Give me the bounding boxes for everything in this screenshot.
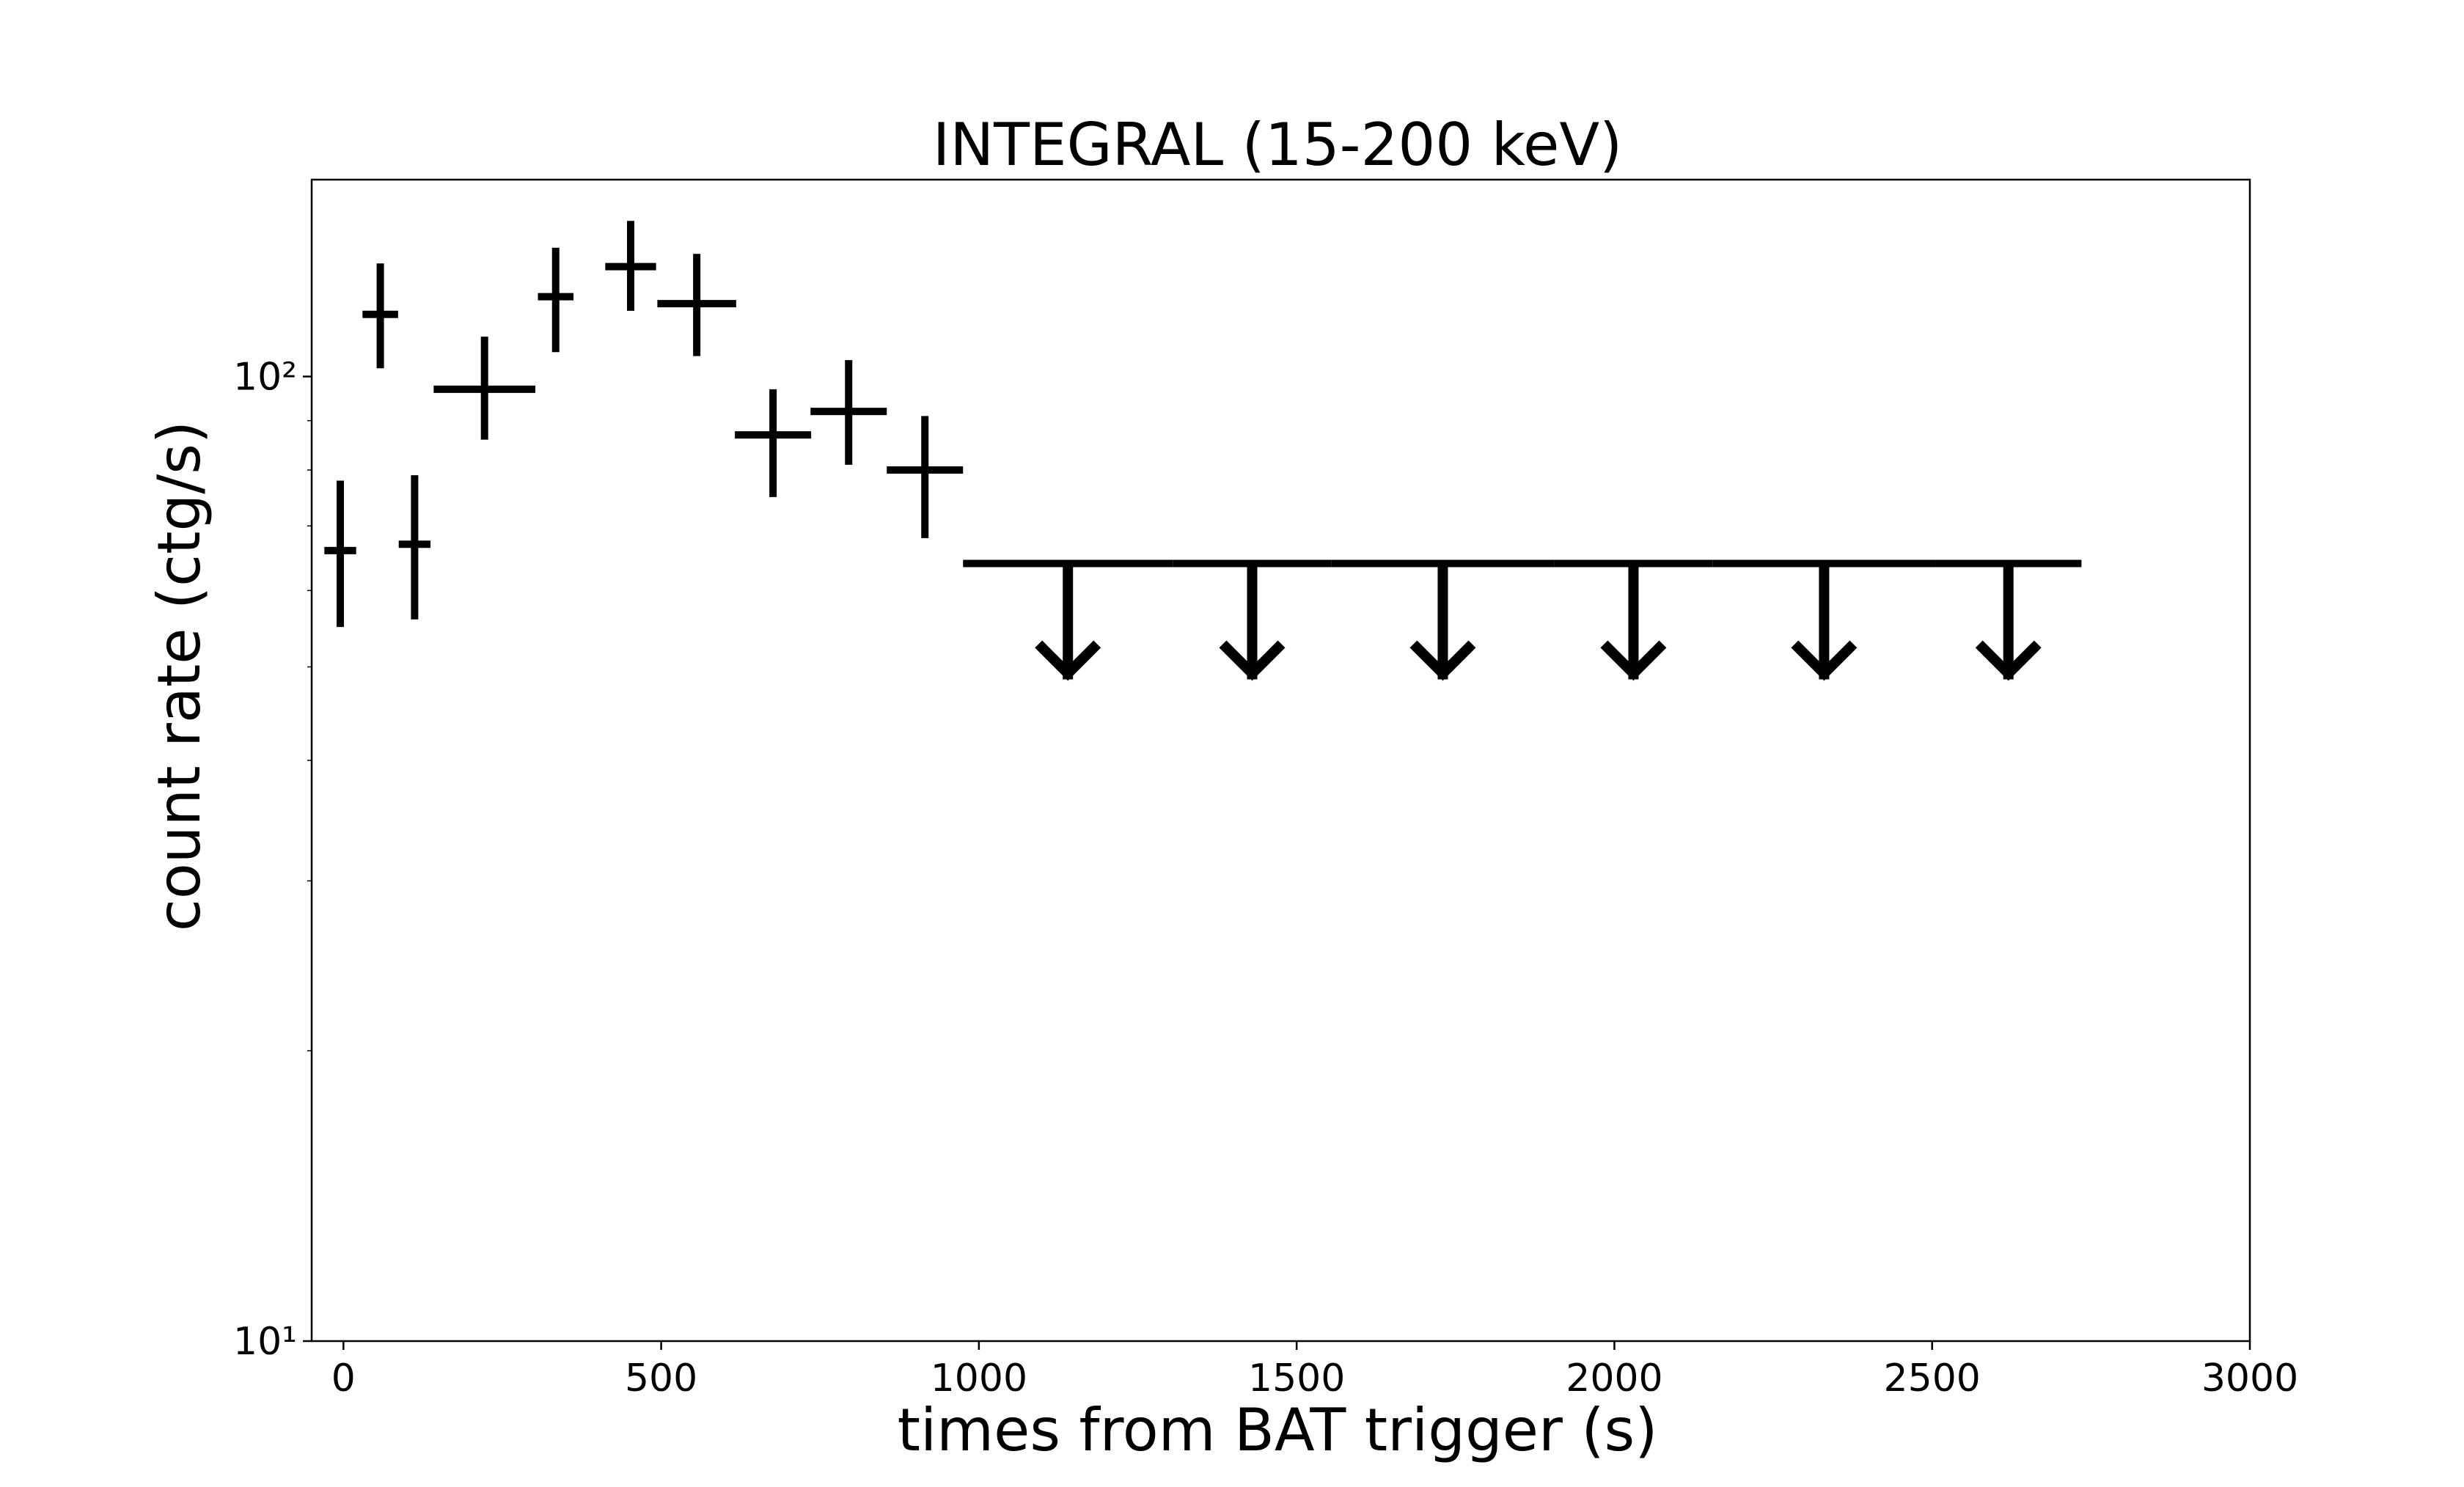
x-tick-label: 1000 [931, 1356, 1027, 1400]
plot-area [324, 221, 2082, 681]
data-point [362, 263, 398, 369]
data-point [538, 247, 574, 353]
upper-limit-arrow-head [1409, 640, 1476, 681]
upper-limit-arrow-head [1600, 640, 1667, 681]
data-point [605, 221, 656, 311]
x-tick-label: 3000 [2201, 1356, 2298, 1400]
y-axis-label: count rate (ctg/s) [145, 421, 213, 931]
x-tick-label: 2000 [1566, 1356, 1662, 1400]
upper-limit [963, 559, 1173, 681]
upper-limit-arrow-head [1035, 640, 1101, 681]
x-tick-label: 1500 [1248, 1356, 1345, 1400]
x-tick-label: 0 [331, 1356, 356, 1400]
data-point [657, 254, 736, 356]
upper-limit [1935, 559, 2082, 681]
upper-limit-arrow-head [1975, 640, 2042, 681]
y-tick-label: 10² [233, 356, 297, 400]
chart-title: INTEGRAL (15-200 keV) [933, 111, 1623, 179]
x-axis: 0 500 1000 1500 2000 2500 3000 [331, 1341, 2298, 1400]
upper-limit [1712, 559, 1936, 681]
data-point [887, 416, 964, 538]
x-axis-label: times from BAT trigger (s) [898, 1396, 1658, 1464]
upper-limit [1173, 559, 1332, 681]
upper-limit-arrow-head [1219, 640, 1286, 681]
x-tick-label: 2500 [1884, 1356, 1981, 1400]
x-tick-label: 500 [625, 1356, 697, 1400]
data-point [324, 480, 356, 628]
upper-limit-arrow-head [1791, 640, 1858, 681]
data-point [735, 389, 812, 497]
upper-limit [1331, 559, 1555, 681]
upper-limit [1554, 559, 1713, 681]
data-point [433, 337, 536, 440]
y-axis: 10¹ 10² [233, 356, 312, 1364]
data-point [398, 475, 431, 620]
y-tick-label: 10¹ [233, 1320, 297, 1364]
data-point [810, 360, 887, 465]
